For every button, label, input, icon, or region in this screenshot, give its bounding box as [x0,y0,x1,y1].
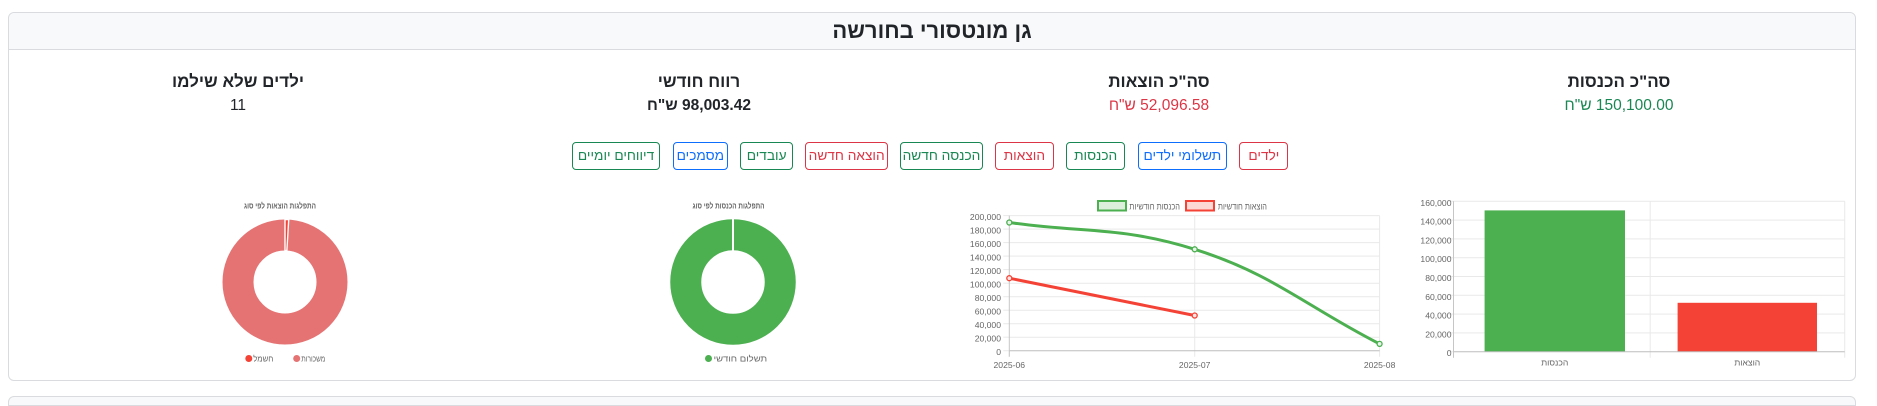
svg-text:2025-08: 2025-08 [1364,360,1396,370]
svg-text:20,000: 20,000 [975,334,1002,344]
svg-text:2025-06: 2025-06 [994,360,1026,370]
svg-text:חשמל: חשמל [253,354,273,364]
svg-text:0: 0 [996,347,1001,357]
svg-text:התפלגות הכנסות לפי סוג: התפלגות הכנסות לפי סוג [693,201,765,211]
svg-text:160,000: 160,000 [970,239,1001,249]
svg-text:120,000: 120,000 [1420,235,1451,245]
svg-text:200,000: 200,000 [970,212,1001,222]
svg-text:60,000: 60,000 [1425,292,1452,302]
svg-text:80,000: 80,000 [975,293,1002,303]
svg-text:160,000: 160,000 [1420,198,1451,208]
svg-text:התפלגות הוצאות לפי סוג: התפלגות הוצאות לפי סוג [244,201,316,211]
svg-text:40,000: 40,000 [1425,311,1452,321]
svg-text:הוצאות: הוצאות [1734,358,1760,368]
svg-text:תשלום חודשי: תשלום חודשי [714,354,768,364]
svg-text:20,000: 20,000 [1425,329,1452,339]
svg-text:הכנסות חודשיות: הכנסות חודשיות [1129,202,1180,213]
svg-text:100,000: 100,000 [970,280,1001,290]
svg-text:80,000: 80,000 [1425,273,1452,283]
svg-text:הכנסות: הכנסות [1541,358,1568,368]
svg-text:120,000: 120,000 [970,266,1001,276]
svg-text:100,000: 100,000 [1420,254,1451,264]
svg-text:2025-07: 2025-07 [1179,360,1211,370]
svg-text:40,000: 40,000 [975,320,1002,330]
svg-text:140,000: 140,000 [1420,217,1451,227]
svg-text:180,000: 180,000 [970,226,1001,236]
svg-text:הוצאות חודשיות: הוצאות חודשיות [1218,202,1267,213]
svg-text:0: 0 [1447,348,1452,358]
svg-text:140,000: 140,000 [970,253,1001,263]
svg-text:60,000: 60,000 [975,307,1002,317]
svg-text:משכורות: משכורות [301,354,325,364]
